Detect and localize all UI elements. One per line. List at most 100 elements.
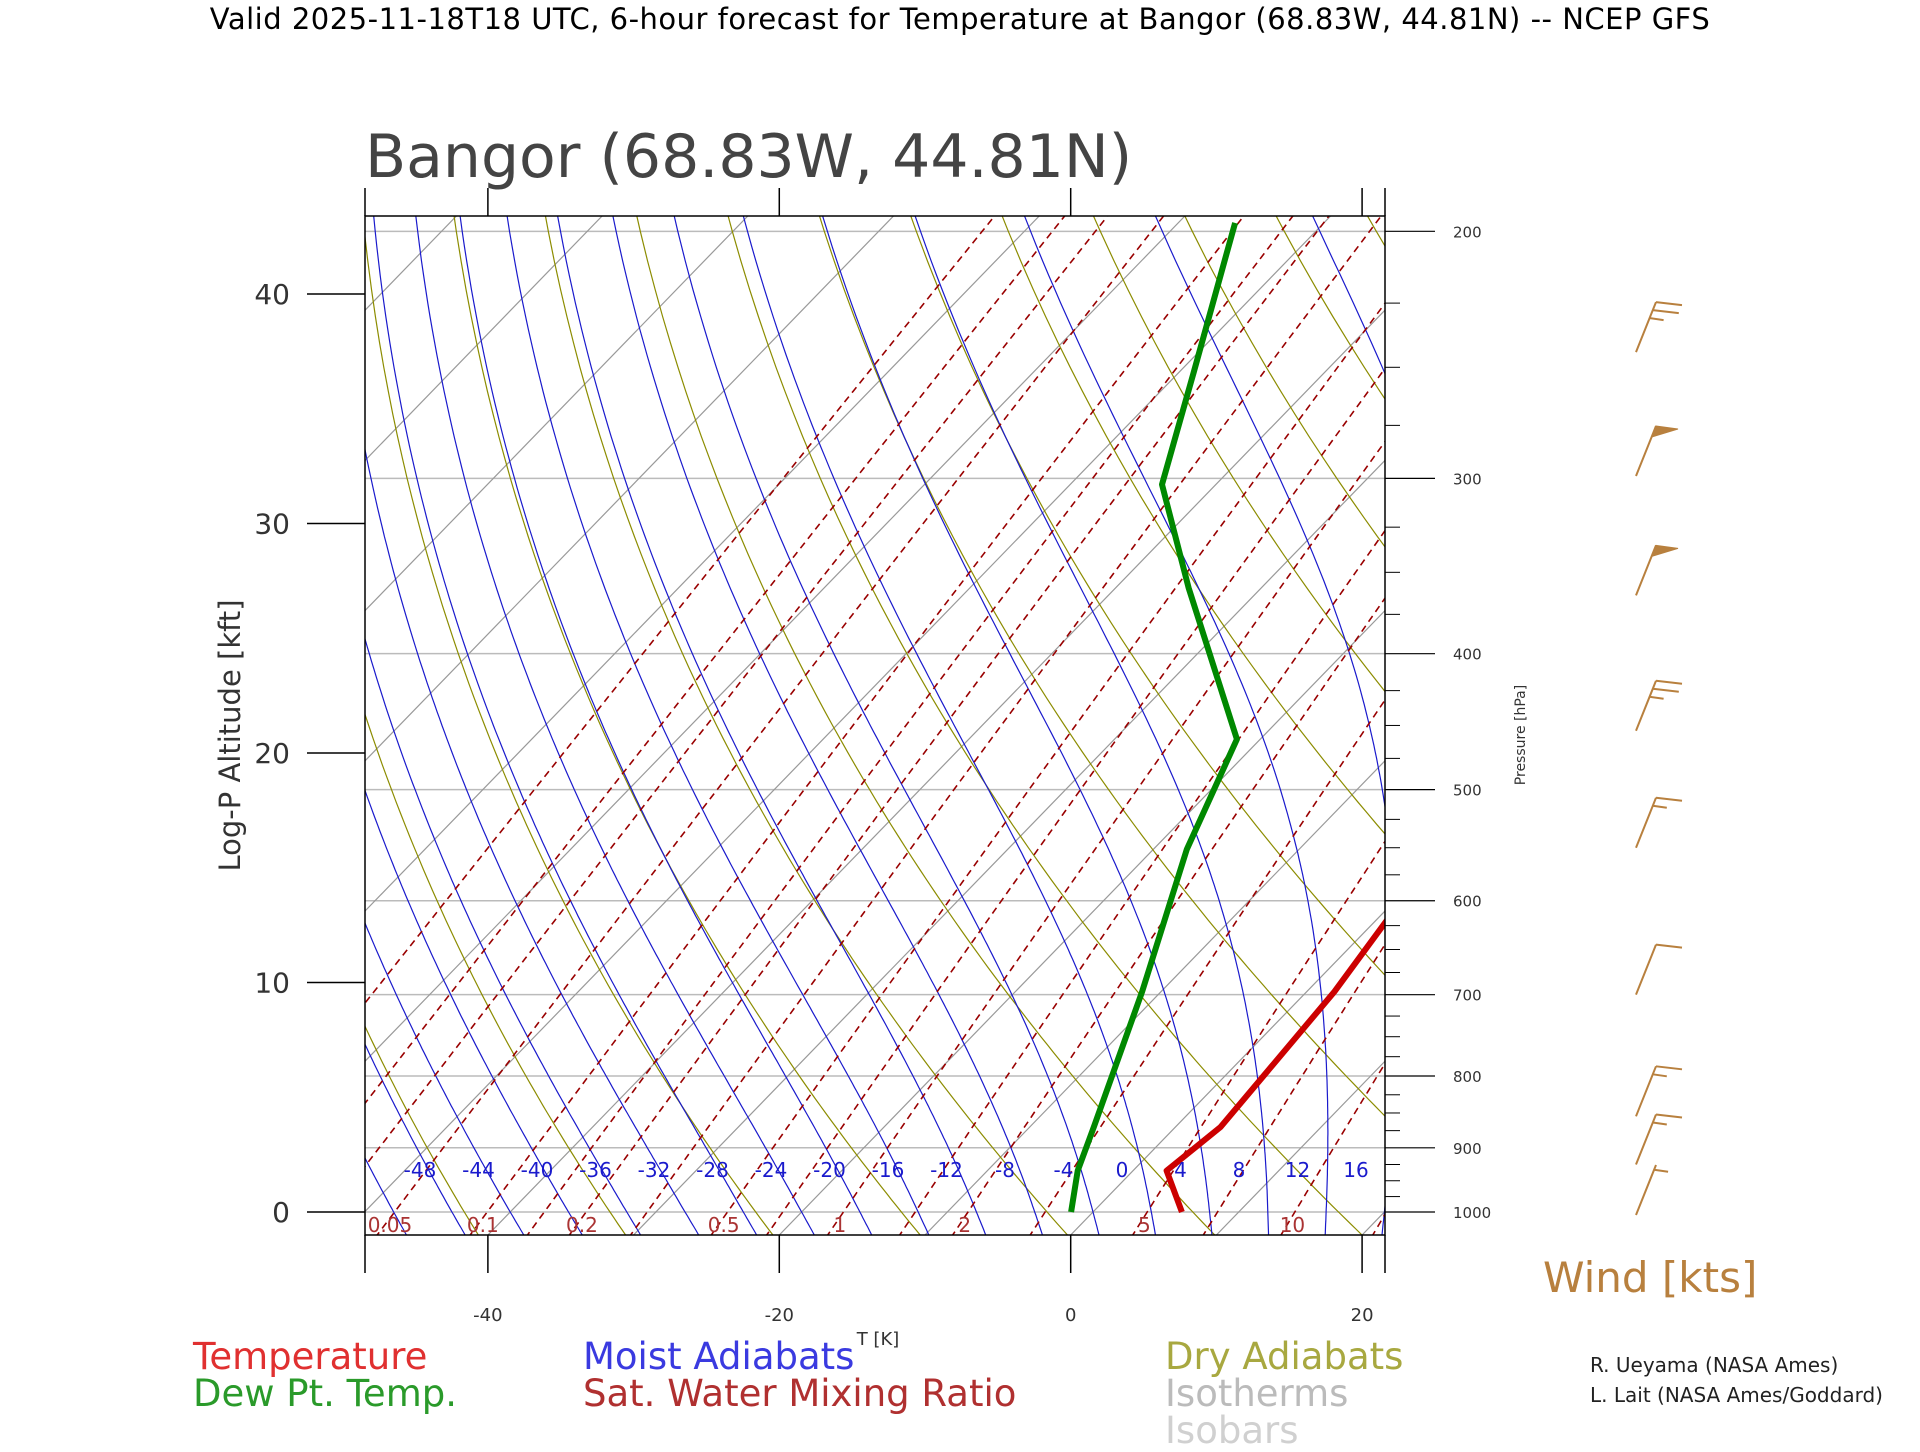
wind-barb-half-flag — [1654, 1170, 1668, 1172]
y-tick-label: 40 — [254, 278, 290, 311]
moist-adiabat-line — [454, 167, 882, 1256]
mixing-ratio-line — [1366, 167, 1920, 1247]
legend-middle: Moist Adiabats Sat. Water Mixing Ratio — [583, 1338, 1016, 1412]
plot-title: Bangor (68.83W, 44.81N) — [365, 122, 1132, 192]
moist-adiabat-label: -16 — [872, 1158, 905, 1182]
pressure-axis-label: Pressure [hPa] — [1513, 685, 1529, 785]
dry-adiabat-line — [1876, 167, 1920, 1247]
moist-adiabat-label: -12 — [930, 1158, 963, 1182]
y-tick-label: 30 — [254, 508, 290, 541]
mixing-ratio-line — [622, 167, 1418, 1247]
credit-line-1: R. Ueyama (NASA Ames) — [1590, 1350, 1883, 1380]
wind-barb-flag — [1656, 798, 1682, 801]
mixing-ratio-label: 5 — [1138, 1213, 1151, 1237]
dry-adiabat-line — [1251, 167, 1920, 1247]
mixing-ratio-line — [703, 167, 1487, 1247]
pressure-tick-label: 400 — [1453, 646, 1482, 664]
isotherm-line — [0, 216, 894, 1235]
wind-barb-pennant — [1652, 426, 1678, 437]
mixing-ratio-line — [891, 167, 1644, 1247]
mixing-ratio-line — [173, 167, 1035, 1247]
isotherm-line — [0, 216, 602, 1235]
mixing-ratio-label: 10 — [1280, 1213, 1305, 1237]
mixing-ratio-label: 0.5 — [708, 1213, 740, 1237]
moist-adiabat-lines — [66, 167, 1481, 1256]
x-tick-label: 20 — [1351, 1305, 1374, 1326]
legend-left: Temperature Dew Pt. Temp. — [193, 1338, 457, 1412]
legend-isobars: Isobars — [1165, 1412, 1403, 1449]
dry-adiabat-line — [1430, 167, 1920, 1247]
isotherm-line — [196, 216, 1184, 1235]
wind-barb-flag — [1653, 310, 1679, 313]
wind-barb-flag — [1656, 302, 1682, 305]
pressure-tick-label: 600 — [1453, 893, 1482, 911]
legend-temperature: Temperature — [193, 1338, 457, 1375]
wind-barb-half-flag — [1653, 1074, 1667, 1076]
wind-barb-half-flag — [1653, 806, 1667, 808]
wind-barb-flag — [1653, 689, 1679, 692]
moist-adiabat-line — [66, 167, 300, 1256]
isotherm-line — [1362, 216, 1920, 1235]
credits: R. Ueyama (NASA Ames) L. Lait (NASA Ames… — [1590, 1350, 1883, 1410]
legend-moist-adiabats: Moist Adiabats — [583, 1338, 1016, 1375]
mixing-ratio-label: 0.1 — [467, 1213, 499, 1237]
mixing-ratio-line — [303, 167, 1147, 1247]
pressure-tick-label: 200 — [1453, 223, 1482, 241]
pressure-tick-label: 700 — [1453, 987, 1482, 1005]
moist-adiabat-label: -28 — [696, 1158, 729, 1182]
pressure-tick-label: 1000 — [1453, 1204, 1491, 1222]
y-tick-label: 10 — [254, 967, 290, 1000]
moist-adiabat-line — [291, 167, 653, 1256]
wind-barb-flag — [1656, 1066, 1682, 1069]
isotherm-line — [0, 216, 19, 1235]
dry-adiabat-line — [805, 167, 1523, 1247]
legend-isotherms: Isotherms — [1165, 1375, 1403, 1412]
moist-adiabat-line — [1135, 167, 1398, 1256]
y-tick-label: 20 — [254, 737, 290, 770]
mixing-ratio-line — [1022, 167, 1753, 1247]
dry-adiabat-line — [448, 167, 931, 1247]
isotherm-line — [1653, 216, 1920, 1235]
moist-adiabat-label: -24 — [755, 1158, 788, 1182]
mixing-ratio-line — [1274, 167, 1920, 1247]
dry-adiabat-line — [537, 167, 1079, 1247]
wind-barb-pennant — [1652, 545, 1678, 556]
mixing-ratio-label: 2 — [958, 1213, 971, 1237]
moist-adiabat-label: -44 — [462, 1158, 495, 1182]
moist-adiabat-label: -36 — [579, 1158, 612, 1182]
moist-adiabat-label: 4 — [1174, 1158, 1187, 1182]
dry-adiabat-line — [1162, 167, 1920, 1247]
x-tick-label: 0 — [1065, 1305, 1076, 1326]
legend-dewpoint: Dew Pt. Temp. — [193, 1375, 457, 1412]
moist-adiabat-label: -8 — [995, 1158, 1015, 1182]
dry-adiabat-line — [1073, 167, 1920, 1247]
moist-adiabat-label: 16 — [1343, 1158, 1368, 1182]
mixing-ratio-line — [944, 167, 1688, 1247]
isotherm-line — [1216, 216, 1920, 1235]
mixing-ratio-line — [560, 167, 1366, 1247]
moist-adiabat-label: 0 — [1116, 1158, 1129, 1182]
moist-adiabat-line — [604, 167, 1050, 1256]
isotherm-line — [0, 216, 311, 1235]
dry-adiabat-line — [1608, 167, 1920, 1247]
isotherm-line — [1508, 216, 1920, 1235]
moist-adiabat-line — [254, 167, 595, 1256]
isotherm-line — [925, 216, 1913, 1235]
legend-mixing-ratio: Sat. Water Mixing Ratio — [583, 1375, 1016, 1412]
isotherm-line — [51, 216, 1039, 1235]
wind-barb-half-flag — [1653, 1123, 1667, 1125]
mixing-ratio-line — [253, 167, 1103, 1247]
mixing-ratio-line — [1196, 167, 1896, 1247]
wind-barb-half-flag — [1650, 697, 1664, 699]
wind-barb-staff — [1636, 945, 1656, 995]
y-axis-label: Log-P Altitude [kft] — [213, 599, 247, 871]
pressure-tick-label: 900 — [1453, 1140, 1482, 1158]
moist-adiabat-label: -32 — [638, 1158, 671, 1182]
isotherm-line — [342, 216, 1330, 1235]
wind-barb-flag — [1656, 1115, 1682, 1118]
mixing-ratio-label: 0.05 — [368, 1213, 413, 1237]
moist-adiabat-line — [663, 167, 1104, 1256]
moist-adiabat-label: 12 — [1285, 1158, 1310, 1182]
credit-line-2: L. Lait (NASA Ames/Goddard) — [1590, 1380, 1883, 1410]
